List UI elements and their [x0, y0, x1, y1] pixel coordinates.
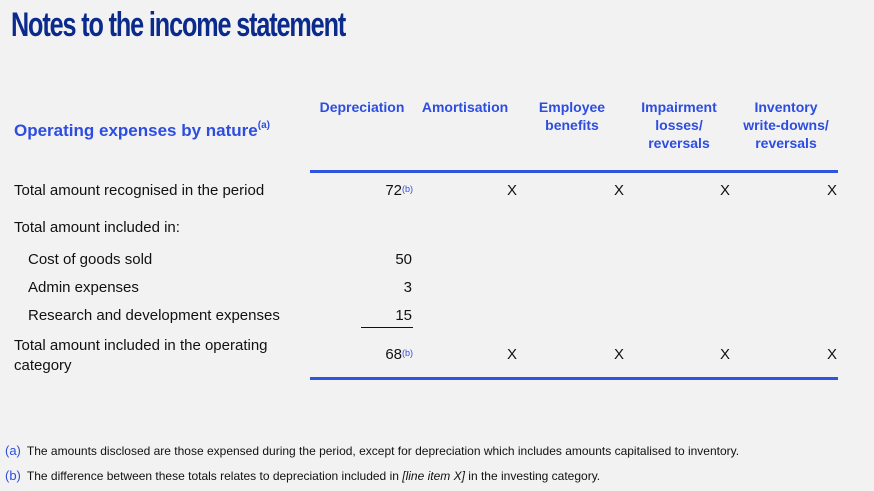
- column-header-depreciation: Depreciation: [319, 99, 405, 115]
- column-header-inventory: Inventory write-downs/ reversals: [743, 99, 829, 151]
- value-impairment-total-operating: X: [719, 346, 730, 363]
- column-header-employee-benefits: Employee benefits: [538, 99, 606, 133]
- value-depreciation-cogs: 50: [395, 251, 412, 268]
- footnote-ref-a: (a): [257, 120, 270, 131]
- subtotal-rule: [361, 327, 413, 328]
- value-amortisation-total-operating: X: [506, 346, 517, 363]
- value-inventory-total-recognised: X: [826, 182, 837, 199]
- column-header-impairment: Impairment losses/ reversals: [641, 99, 717, 151]
- row-label-rnd-expenses: Research and development expenses: [28, 307, 280, 324]
- value-depreciation-admin: 3: [403, 279, 412, 296]
- value-number: 72: [385, 182, 402, 199]
- value-depreciation-rnd: 15: [395, 307, 412, 324]
- value-number: 68: [385, 346, 402, 363]
- value-amortisation-total-recognised: X: [506, 182, 517, 199]
- section-heading: Operating expenses by nature(a): [14, 120, 270, 141]
- section-heading-text: Operating expenses by nature: [14, 121, 258, 140]
- header-rule: [310, 170, 838, 173]
- footer-rule: [310, 377, 838, 380]
- value-employee-total-operating: X: [613, 346, 624, 363]
- footnote-ref-b: (b): [402, 184, 413, 194]
- footnote-text-b-end: in the investing category.: [464, 469, 601, 483]
- value-employee-total-recognised: X: [613, 182, 624, 199]
- footnote-text-b: The difference between these totals rela…: [26, 469, 403, 483]
- row-label-cost-of-goods-sold: Cost of goods sold: [28, 251, 153, 268]
- row-label-total-included-in: Total amount included in:: [14, 219, 180, 236]
- footnote-mark-a: (a): [5, 443, 21, 458]
- footnote-italic-placeholder: [line item X]: [402, 469, 465, 483]
- value-impairment-total-recognised: X: [719, 182, 730, 199]
- row-label-total-operating: Total amount included in the operating c…: [14, 337, 268, 374]
- value-depreciation-total-operating: 68(b): [353, 345, 413, 365]
- column-header-amortisation: Amortisation: [421, 99, 509, 115]
- footnote-a: (a) The amounts disclosed are those expen…: [5, 443, 739, 458]
- footnote-text-a: The amounts disclosed are those expensed…: [26, 444, 740, 458]
- value-depreciation-total-recognised: 72(b): [353, 181, 413, 201]
- value-inventory-total-operating: X: [826, 346, 837, 363]
- footnote-mark-b: (b): [5, 468, 21, 483]
- footnote-ref-b: (b): [402, 348, 413, 358]
- footnote-b: (b) The difference between these totals r…: [5, 468, 600, 483]
- row-label-admin-expenses: Admin expenses: [28, 279, 139, 296]
- page-title: Notes to the income statement: [11, 6, 346, 44]
- row-label-total-recognised: Total amount recognised in the period: [14, 182, 265, 199]
